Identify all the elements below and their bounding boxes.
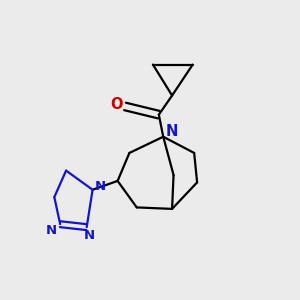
Text: O: O [110, 97, 123, 112]
Text: N: N [46, 224, 57, 237]
Text: N: N [95, 180, 106, 193]
Text: N: N [165, 124, 178, 139]
Text: N: N [83, 229, 94, 242]
